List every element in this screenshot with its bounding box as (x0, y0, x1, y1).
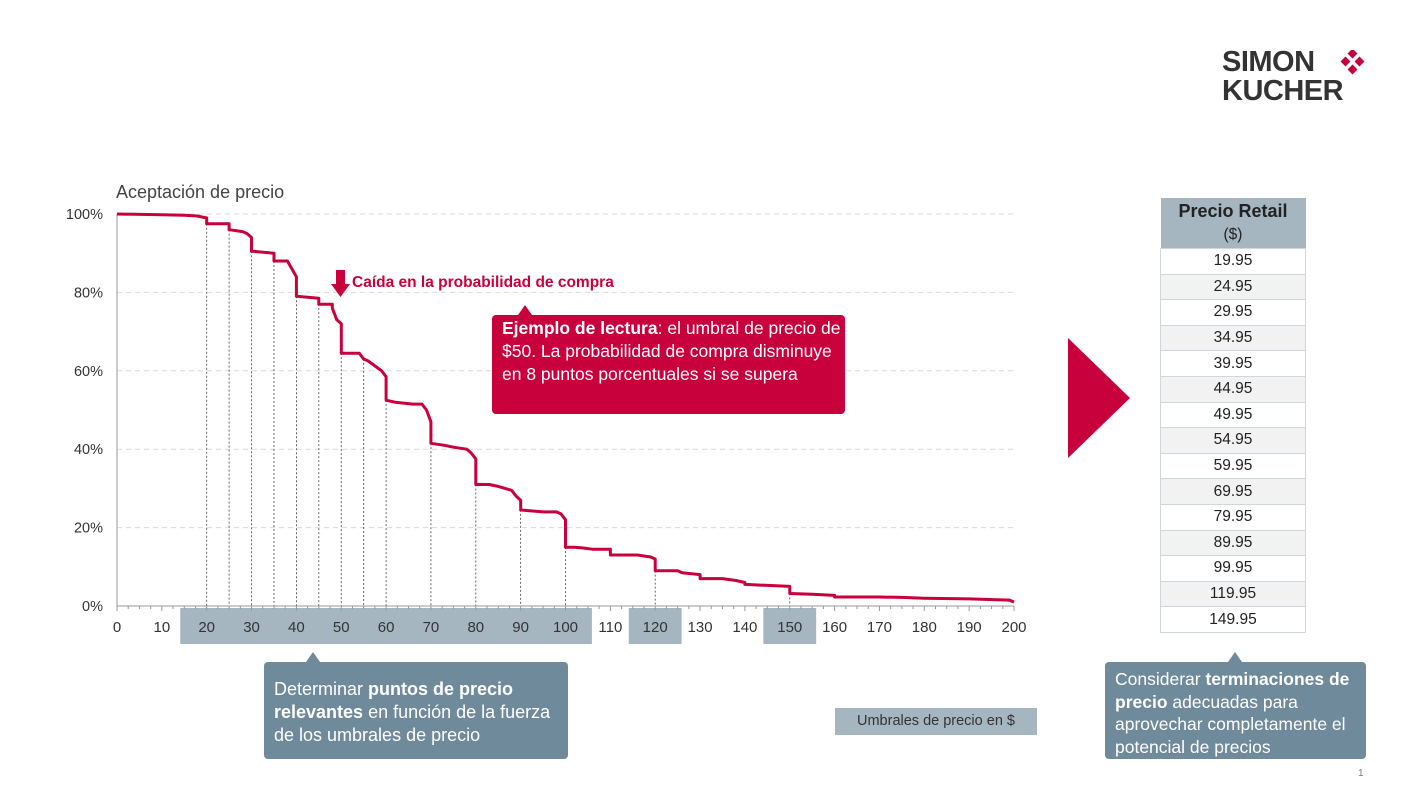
x-tick-label: 90 (512, 619, 529, 636)
callout-pointer (306, 652, 320, 662)
relevant-post: en función de la fuerza de los umbrales … (274, 702, 551, 745)
price-cell: 44.95 (1160, 375, 1306, 403)
threshold-band-1 (628, 608, 682, 644)
grid-lines (117, 213, 1014, 529)
relevant-pre: Determinar (274, 679, 369, 699)
table-row: 44.95 (1160, 375, 1306, 403)
table-row: 69.95 (1160, 478, 1306, 505)
x-tick-label: 180 (912, 619, 937, 636)
logo-line-1: SIMON (1222, 46, 1315, 78)
annotation-caida: Caída en la probabilidad de compra (352, 274, 614, 291)
price-cell: 24.95 (1160, 273, 1306, 301)
logo-line-2: KUCHER (1222, 75, 1344, 107)
x-tick-label: 170 (867, 619, 892, 636)
x-tick-label: 190 (957, 619, 982, 636)
price-cell: 39.95 (1160, 350, 1306, 377)
price-cell: 79.95 (1160, 503, 1306, 531)
reading-example-callout: Ejemplo de lectura: el umbral de precio … (492, 315, 845, 414)
x-tick-label: 0 (113, 619, 121, 636)
x-tick-label: 110 (598, 619, 622, 636)
table-row: 49.95 (1160, 401, 1306, 429)
y-tick-label: 100% (66, 207, 103, 223)
table-row: 99.95 (1160, 555, 1306, 582)
table-row: 119.95 (1160, 580, 1306, 608)
endings-post: adecuadas para aprovechar completamente … (1115, 691, 1346, 757)
y-tick-label: 80% (74, 285, 103, 301)
callout-pointer (518, 305, 532, 315)
price-cell: 49.95 (1160, 401, 1306, 429)
x-tick-label: 140 (732, 619, 757, 636)
x-tick-label: 70 (423, 619, 440, 636)
table-body: 19.95 24.95 29.95 34.95 39.95 44.95 49.95 54.95… (1160, 248, 1306, 633)
x-tick-label: 30 (243, 619, 260, 636)
threshold-lines (206, 223, 791, 606)
axes (116, 214, 1015, 611)
price-cell: 119.95 (1160, 580, 1306, 608)
y-tick-label: 60% (74, 364, 103, 380)
table-row: 59.95 (1160, 452, 1306, 480)
table-row: 39.95 (1160, 350, 1306, 377)
x-tick-label: 50 (333, 619, 350, 636)
x-tick-label: 80 (467, 619, 484, 636)
price-cell: 54.95 (1160, 427, 1306, 454)
table-header-unit: ($) (1223, 226, 1243, 243)
threshold-band-0 (180, 608, 592, 644)
y-tick-labels: 0% 20% 40% 60% 80% 100% (66, 207, 103, 615)
threshold-bands (180, 608, 817, 644)
x-tick-label: 60 (378, 619, 395, 636)
table-row: 79.95 (1160, 503, 1306, 531)
y-tick-label: 40% (74, 442, 103, 458)
threshold-legend: Umbrales de precio en $ (835, 708, 1037, 735)
table-row: 19.95 (1160, 248, 1306, 275)
table-row: 29.95 (1160, 299, 1306, 326)
threshold-band-2 (763, 608, 817, 644)
table-row: 24.95 (1160, 273, 1306, 301)
logo-diamonds-icon (1340, 50, 1365, 75)
callout-pointer (1228, 652, 1242, 662)
table-row: 149.95 (1160, 606, 1306, 633)
x-tick-label: 40 (288, 619, 305, 636)
x-tick-label: 120 (643, 619, 668, 636)
reading-text: : el umbral de precio de $50. La probabi… (502, 318, 841, 384)
simon-kucher-logo: SIMON KUCHER (1222, 46, 1365, 107)
x-tick-label: 160 (822, 619, 847, 636)
series-line-aceptacion (116, 212, 1015, 604)
x-tick-label: 150 (777, 619, 802, 636)
price-cell: 59.95 (1160, 452, 1306, 480)
x-tick-label: 20 (198, 619, 215, 636)
y-tick-label: 20% (74, 521, 103, 537)
price-cell: 99.95 (1160, 555, 1306, 582)
table-row: 34.95 (1160, 324, 1306, 352)
y-tick-label: 0% (82, 599, 103, 615)
retail-price-table: Precio Retail ($) 19.95 24.95 29.95 34.95 39… (1160, 198, 1306, 633)
table-row: 89.95 (1160, 529, 1306, 557)
price-cell: 19.95 (1160, 248, 1306, 275)
x-tick-label: 100 (553, 619, 578, 636)
relevant-bold: puntos de precio relevantes (274, 679, 514, 722)
price-cell: 89.95 (1160, 529, 1306, 557)
page-number: 1 (1358, 768, 1364, 779)
endings-pre: Considerar (1115, 669, 1206, 689)
table-header: Precio Retail ($) (1160, 198, 1306, 249)
table-row: 54.95 (1160, 427, 1306, 454)
relevant-points-callout: Determinar puntos de precio relevantes e… (264, 662, 568, 759)
chart-title: Aceptación de precio (116, 182, 284, 202)
x-tick-label: 200 (1001, 619, 1026, 636)
reading-bold: Ejemplo de lectura (502, 318, 658, 338)
price-cell: 149.95 (1160, 606, 1306, 633)
x-tick-label: 10 (154, 619, 171, 636)
endings-bold: terminaciones de precio (1115, 669, 1350, 712)
table-header-title: Precio Retail (1178, 201, 1288, 221)
price-cell: 29.95 (1160, 299, 1306, 326)
drop-arrow-icon (331, 270, 350, 297)
x-tick-labels: 0 10 20 30 40 50 60 70 80 90 100 110 120 130 140 150 160… (113, 619, 1027, 636)
x-tick-label: 130 (688, 619, 713, 636)
price-cell: 69.95 (1160, 478, 1306, 505)
arrow-right-icon (1068, 338, 1130, 458)
price-endings-callout: Considerar terminaciones de precio adecu… (1105, 662, 1366, 759)
price-cell: 34.95 (1160, 324, 1306, 352)
